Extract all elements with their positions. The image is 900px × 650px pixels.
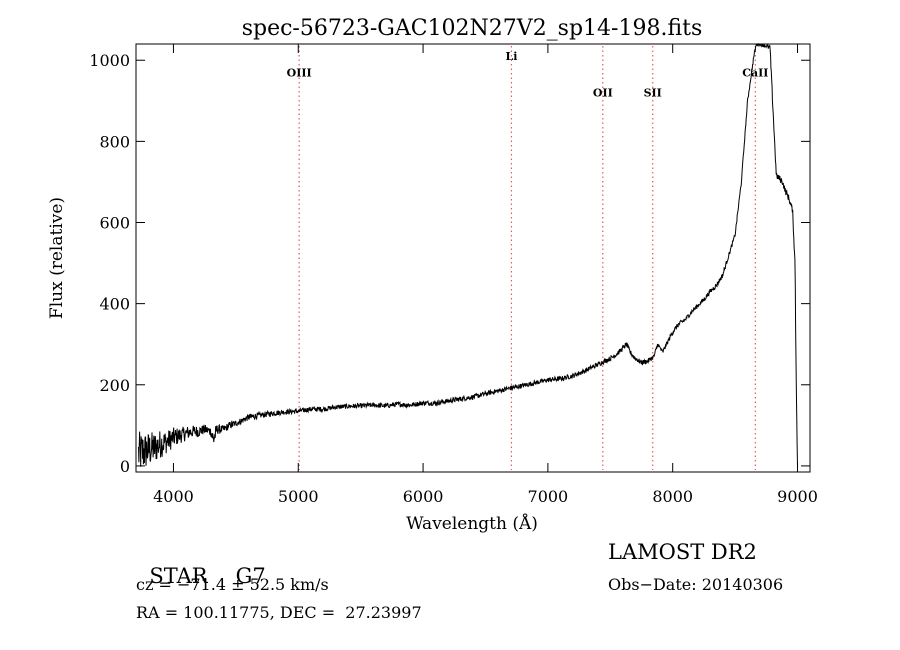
y-tick-label: 200 bbox=[99, 376, 130, 395]
marker-label-li: Li bbox=[505, 50, 517, 63]
survey-label: LAMOST DR2 bbox=[608, 540, 757, 564]
plot-frame bbox=[135, 43, 811, 473]
obs-date-text: Obs−Date: 20140306 bbox=[608, 575, 784, 594]
x-tick-label: 7000 bbox=[528, 487, 569, 506]
redshift-text: cz = −71.4 ± 52.5 km/s bbox=[136, 575, 329, 594]
y-tick-label: 1000 bbox=[89, 51, 130, 70]
axis-ticks: 4000 5000 6000 7000 8000 9000 0 200 400 600 800 100… bbox=[89, 44, 818, 506]
x-tick-label: 4000 bbox=[153, 487, 194, 506]
x-tick-label: 9000 bbox=[777, 487, 818, 506]
y-tick-label: 0 bbox=[120, 457, 130, 476]
x-tick-label: 5000 bbox=[278, 487, 319, 506]
y-tick-label: 800 bbox=[99, 132, 130, 151]
object-class: STAR G7 bbox=[136, 540, 266, 588]
x-tick-label: 8000 bbox=[652, 487, 693, 506]
radec-text: RA = 100.11775, DEC = 27.23997 bbox=[136, 603, 422, 622]
x-tick-label: 6000 bbox=[403, 487, 444, 506]
y-tick-label: 600 bbox=[99, 214, 130, 233]
chart-title: spec-56723-GAC102N27V2_sp14-198.fits bbox=[242, 16, 703, 41]
marker-label-oiii: OIII bbox=[287, 66, 312, 79]
marker-label-caii: CaII bbox=[742, 66, 768, 79]
y-tick-label: 400 bbox=[99, 295, 130, 314]
y-axis-label: Flux (relative) bbox=[47, 197, 67, 319]
spectrum-line bbox=[138, 42, 798, 467]
class-label: STAR bbox=[149, 564, 208, 588]
x-axis-label: Wavelength (Å) bbox=[406, 513, 538, 534]
marker-label-sii: SII bbox=[644, 87, 662, 100]
marker-label-oii: OII bbox=[593, 87, 613, 100]
emission-line-markers: OIII Li OII SII CaII bbox=[287, 46, 768, 470]
subclass-label: G7 bbox=[235, 564, 266, 588]
